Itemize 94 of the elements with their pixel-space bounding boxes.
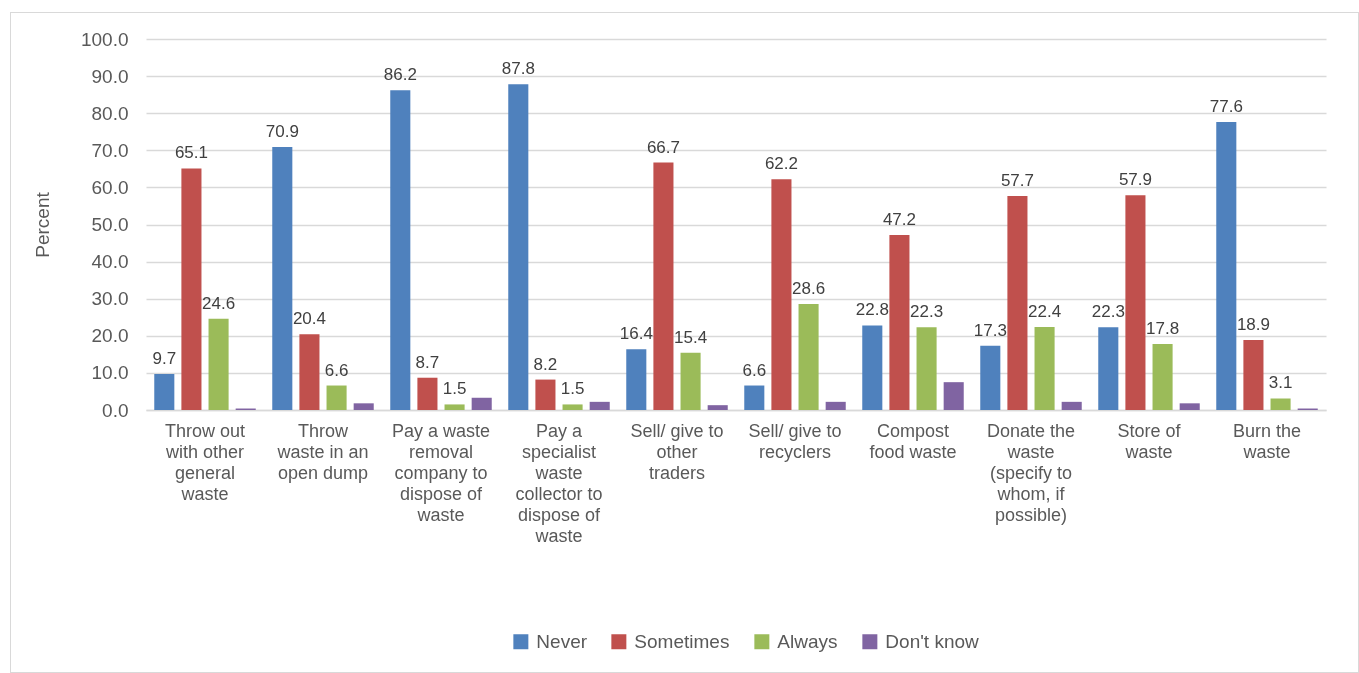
bar [943, 382, 964, 410]
bar [326, 385, 347, 410]
x-tick-label: Compost food waste [869, 420, 957, 462]
data-label: 70.9 [265, 121, 299, 141]
bar [272, 146, 293, 410]
data-label: 16.4 [619, 324, 653, 344]
bar [181, 168, 202, 410]
bar [626, 349, 647, 410]
data-label: 57.9 [1118, 170, 1152, 190]
bar [653, 162, 674, 410]
x-tick-label: Throw waste in an open dump [276, 420, 369, 483]
y-tick-label: 60.0 [91, 176, 129, 198]
x-tick-label: Donate the waste (specify to whom, if possible) [986, 420, 1076, 525]
data-label: 22.8 [855, 300, 889, 320]
legend-label: Don't know [885, 630, 980, 652]
data-label: 20.4 [292, 309, 326, 329]
x-tick-label: Store of waste [1117, 420, 1182, 462]
x-tick-label: Pay a waste removal company to dispose of waste [391, 420, 491, 525]
data-label: 77.6 [1209, 97, 1243, 117]
y-tick-label: 40.0 [91, 251, 129, 273]
data-label: 3.1 [1268, 373, 1293, 393]
bar [154, 374, 175, 410]
data-label: 1.5 [560, 379, 585, 399]
data-label: 66.7 [646, 137, 680, 157]
bar [208, 318, 229, 410]
bar [798, 303, 819, 410]
bar [535, 379, 556, 410]
data-label: 86.2 [383, 65, 417, 85]
bar [471, 397, 492, 410]
bar [1125, 195, 1146, 410]
data-label: 15.4 [674, 327, 708, 347]
bar [744, 385, 765, 410]
data-label: 6.6 [742, 360, 767, 380]
bar [589, 401, 610, 410]
data-label: 24.6 [202, 293, 236, 313]
bar [508, 84, 529, 410]
y-tick-label: 30.0 [91, 288, 129, 310]
y-tick-label: 20.0 [91, 325, 129, 347]
legend-label: Sometimes [634, 630, 730, 652]
y-tick-label: 10.0 [91, 362, 129, 384]
y-tick-label: 100.0 [80, 28, 129, 50]
y-tick-label: 90.0 [91, 65, 129, 87]
data-label: 18.9 [1236, 314, 1270, 334]
bar [1179, 403, 1200, 410]
data-label: 6.6 [324, 360, 349, 380]
bar [1098, 327, 1119, 410]
x-tick-label: Sell/ give to recyclers [748, 420, 842, 462]
bar [1152, 343, 1173, 410]
bar [825, 401, 846, 410]
bar [980, 345, 1001, 410]
data-label: 87.8 [501, 59, 535, 79]
data-label: 8.2 [533, 354, 558, 374]
data-label: 22.4 [1028, 301, 1062, 321]
bar [1061, 401, 1082, 410]
data-label: 1.5 [442, 379, 467, 399]
data-label: 57.7 [1000, 170, 1034, 190]
legend-label: Never [536, 630, 588, 652]
data-label: 9.7 [152, 349, 177, 369]
bar [1243, 339, 1264, 410]
legend-label: Always [777, 630, 838, 652]
y-tick-label: 80.0 [91, 102, 129, 124]
bar [889, 234, 910, 410]
bar [1007, 195, 1028, 410]
y-tick-label: 0.0 [102, 399, 129, 421]
bar [1270, 398, 1291, 410]
bar [417, 377, 438, 410]
data-label: 65.1 [174, 143, 208, 163]
bar [1034, 326, 1055, 410]
data-label: 22.3 [1091, 302, 1125, 322]
bar [353, 403, 374, 410]
bar [862, 325, 883, 410]
bar [562, 404, 583, 410]
data-label: 22.3 [910, 302, 944, 322]
data-label: 8.7 [415, 352, 440, 372]
bar [771, 179, 792, 410]
bar [444, 404, 465, 410]
data-label: 17.8 [1146, 318, 1180, 338]
y-tick-label: 70.0 [91, 139, 129, 161]
data-label: 28.6 [792, 278, 826, 298]
y-tick-label: 50.0 [91, 214, 129, 235]
bar [680, 352, 701, 410]
bar [1216, 122, 1237, 410]
data-label: 47.2 [882, 209, 916, 229]
x-tick-label: Throw out with other general waste [164, 420, 246, 504]
bar [299, 334, 320, 410]
bar [707, 405, 728, 410]
data-label: 17.3 [973, 320, 1007, 340]
x-tick-label: Sell/ give to other traders [630, 420, 724, 483]
bar [390, 90, 411, 410]
x-tick-label: Burn the waste [1232, 420, 1302, 462]
data-label: 62.2 [764, 154, 798, 174]
y-axis-title: Percent [31, 191, 53, 258]
bar [916, 327, 937, 410]
x-tick-label: Pay a specialist waste collector to dispose of waste [515, 420, 603, 546]
